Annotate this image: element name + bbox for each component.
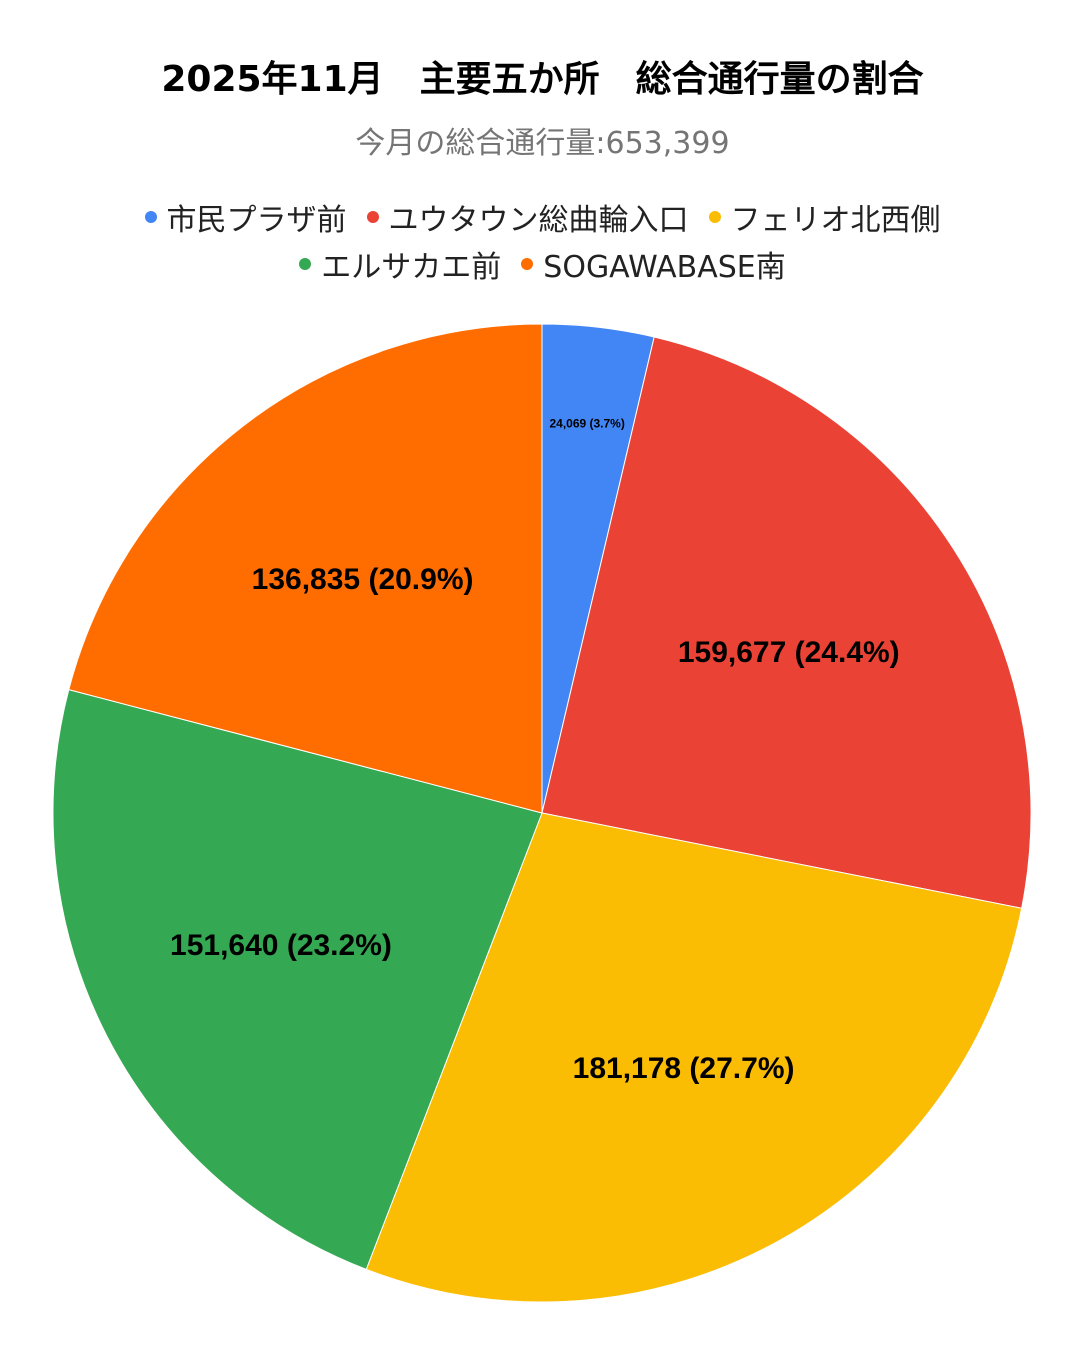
pie-slice-2[interactable]: [365, 812, 1023, 1303]
legend-label: フェリオ北西側: [730, 203, 941, 238]
legend-item-elsakae[interactable]: エルサカエ前: [299, 242, 501, 286]
pie-slice-label-0: 24,069 (3.7%): [549, 417, 624, 431]
legend-item-ferio[interactable]: フェリオ北西側: [708, 195, 941, 239]
legend-swatch: [366, 211, 379, 223]
chart-legend-row-1: 市民プラザ前 ユウタウン総曲輪入口 フェリオ北西側: [40, 195, 1045, 239]
legend-swatch: [521, 258, 534, 270]
legend-label: 市民プラザ前: [166, 203, 347, 238]
pie-slice-1[interactable]: [541, 336, 1032, 909]
legend-item-yutown[interactable]: ユウタウン総曲輪入口: [366, 195, 689, 239]
legend-item-sogawabase[interactable]: SOGAWABASE南: [521, 242, 786, 286]
chart-legend-row-2: エルサカエ前 SOGAWABASE南: [40, 242, 1045, 286]
pie-slice-label-4: 136,835 (20.9%): [252, 563, 474, 596]
legend-label: エルサカエ前: [321, 250, 502, 285]
legend-swatch: [144, 211, 157, 223]
chart-subtitle: 今月の総合通行量:653,399: [355, 126, 730, 161]
pie-slice-label-2: 181,178 (27.7%): [573, 1052, 795, 1085]
legend-label: SOGAWABASE南: [543, 250, 786, 285]
pie-slice-label-1: 159,677 (24.4%): [678, 636, 900, 669]
pie-slice-3[interactable]: [52, 689, 543, 1270]
pie-slice-label-3: 151,640 (23.2%): [170, 929, 392, 962]
legend-label: ユウタウン総曲輪入口: [388, 203, 689, 238]
legend-item-shimin-plaza[interactable]: 市民プラザ前: [144, 195, 347, 239]
legend-swatch: [708, 211, 721, 223]
legend-swatch: [299, 258, 312, 270]
chart-title: 2025年11月 主要五か所 総合通行量の割合: [161, 59, 924, 100]
pie-slice-4[interactable]: [68, 323, 543, 814]
